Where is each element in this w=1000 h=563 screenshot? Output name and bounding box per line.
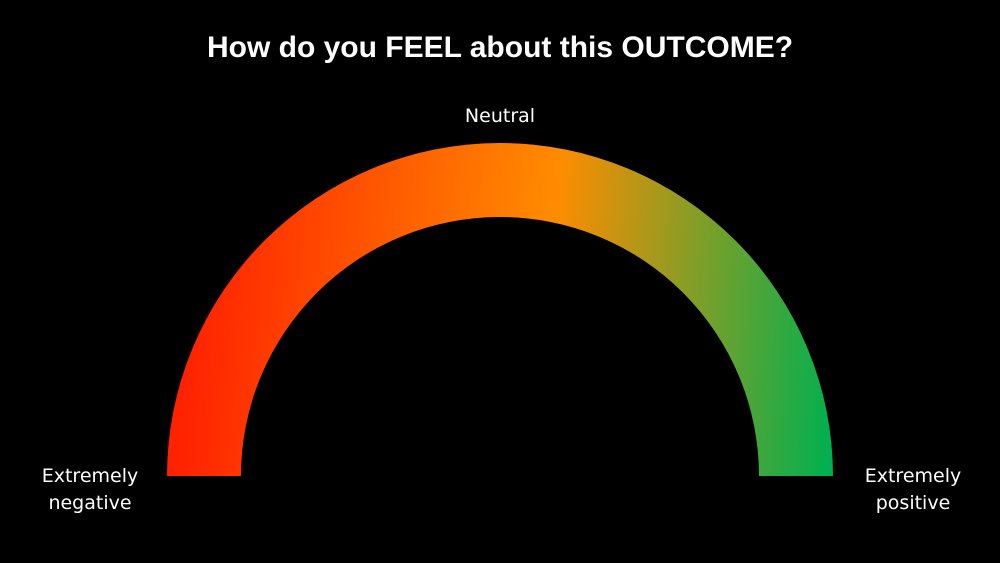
slide-title: How do you FEEL about this OUTCOME? [206,31,794,64]
negative-label-line2: negative [48,492,132,514]
neutral-label-text: Neutral [464,105,536,127]
scale-label-extremely-positive: Extremely positive [833,463,993,517]
scale-label-neutral: Neutral [400,103,600,130]
scale-label-extremely-negative: Extremely negative [10,463,170,517]
negative-label-line1: Extremely [41,465,139,487]
positive-label-line1: Extremely [864,465,962,487]
positive-label-line2: positive [875,492,951,514]
gauge-arc-band [167,143,833,476]
